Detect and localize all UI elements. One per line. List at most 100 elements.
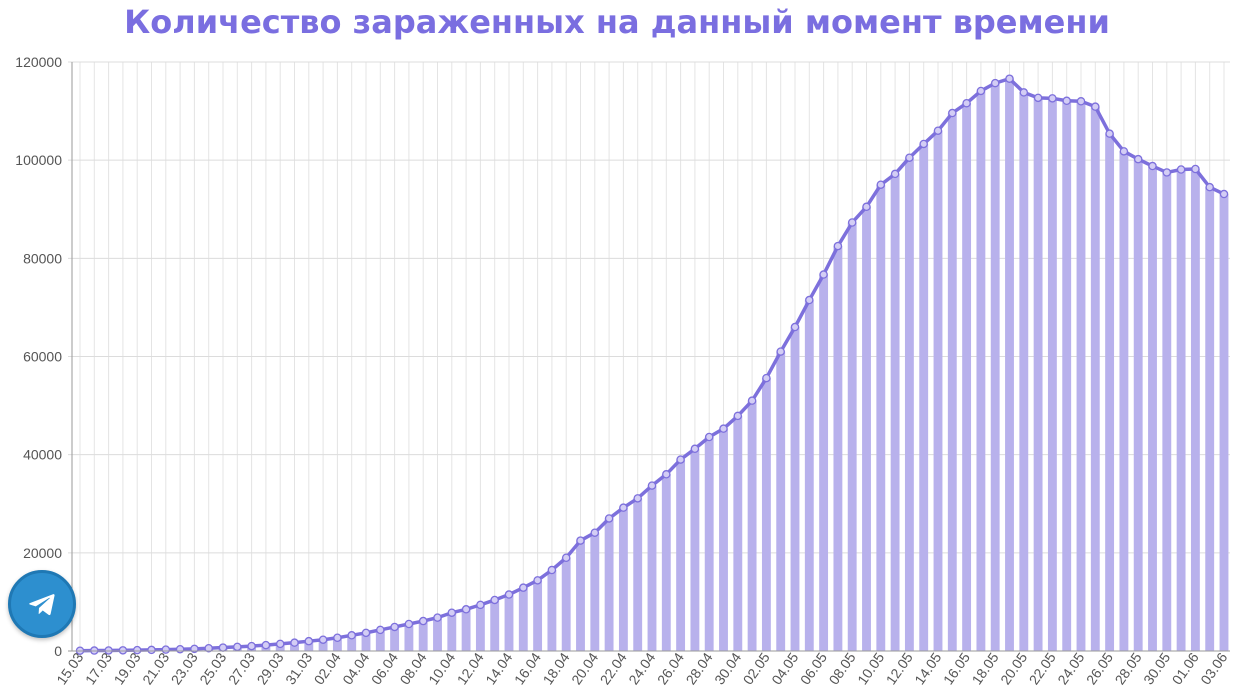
bar — [1005, 78, 1014, 651]
x-tick-label: 01.06 — [1169, 649, 1202, 687]
bar — [547, 570, 557, 651]
bar — [1033, 97, 1043, 652]
line-point — [862, 202, 871, 212]
line-point — [704, 432, 714, 442]
line-point — [118, 646, 128, 655]
line-point — [261, 640, 271, 650]
line-point — [976, 86, 986, 96]
x-tick-label: 18.04 — [539, 649, 572, 687]
bar — [447, 612, 457, 651]
line-point — [905, 153, 914, 162]
bar — [1219, 194, 1229, 651]
line-point — [1019, 88, 1029, 97]
line-point — [461, 605, 471, 614]
axes — [68, 62, 1230, 652]
line-point — [747, 396, 757, 405]
line-point — [1048, 94, 1057, 103]
line-point — [504, 590, 514, 599]
line-point — [819, 270, 828, 279]
bar — [990, 83, 1000, 651]
line-point — [690, 444, 700, 454]
x-tick-label: 16.05 — [940, 649, 973, 687]
y-axis-tick-labels: 0 20000 40000 60000 80000 100000 120000 — [15, 54, 62, 659]
telegram-paper-plane-icon — [29, 594, 55, 616]
bar — [1162, 172, 1172, 651]
bar — [604, 518, 614, 651]
bar — [618, 507, 628, 651]
line-point — [304, 636, 314, 646]
y-tick-label: 40000 — [23, 447, 62, 463]
line-point — [805, 295, 814, 305]
line-point — [1176, 165, 1186, 174]
bar — [904, 157, 914, 651]
x-tick-label: 06.04 — [368, 649, 401, 687]
bar — [819, 274, 829, 651]
bar — [1148, 166, 1157, 651]
bar — [661, 474, 671, 651]
bar — [947, 113, 957, 651]
line-point — [1191, 164, 1200, 174]
line-point — [275, 639, 285, 649]
line-point — [1033, 93, 1043, 103]
line-point — [762, 373, 771, 383]
line-point — [404, 619, 414, 629]
x-tick-label: 04.05 — [768, 649, 801, 687]
line-point — [662, 470, 671, 479]
line-point — [533, 576, 542, 585]
x-tick-label: 22.05 — [1026, 649, 1059, 687]
bar — [1190, 169, 1200, 652]
line-point — [604, 514, 614, 523]
bar — [976, 90, 986, 651]
bar-series — [75, 78, 1229, 652]
x-tick-label: 23.03 — [168, 649, 201, 687]
line-point — [733, 411, 743, 421]
line-point — [933, 126, 943, 135]
bar — [647, 485, 657, 651]
bar — [962, 103, 972, 652]
x-tick-label: 03.06 — [1197, 649, 1230, 687]
x-tick-label: 19.03 — [110, 649, 143, 687]
x-tick-label: 30.05 — [1140, 649, 1173, 687]
bar — [1062, 100, 1072, 652]
y-tick-label: 120000 — [15, 54, 62, 70]
x-tick-label: 14.05 — [911, 649, 944, 687]
bar — [761, 378, 771, 651]
line-point — [776, 347, 785, 356]
x-axis-tick-labels: 15.0317.0319.0321.0323.0325.0327.0329.03… — [53, 649, 1230, 687]
x-tick-label: 26.04 — [654, 649, 687, 687]
line-point — [1148, 161, 1157, 171]
line-point — [218, 643, 228, 652]
telegram-button[interactable] — [8, 570, 76, 638]
line-point — [847, 218, 857, 227]
line-point — [390, 622, 399, 632]
bar — [1090, 106, 1100, 651]
x-tick-label: 14.04 — [482, 649, 515, 687]
bar — [633, 498, 643, 651]
line-point — [290, 638, 299, 647]
y-tick-label: 20000 — [23, 545, 62, 561]
line-point — [1219, 189, 1229, 199]
bar — [475, 604, 485, 651]
line-point — [1091, 102, 1100, 111]
line-point — [647, 481, 657, 490]
line-point — [990, 78, 1000, 88]
x-tick-label: 10.05 — [854, 649, 887, 687]
x-tick-label: 16.04 — [511, 649, 544, 687]
y-tick-label: 80000 — [23, 250, 62, 266]
bar — [347, 635, 357, 651]
bar — [1019, 92, 1029, 652]
bar — [704, 436, 714, 651]
bar — [504, 594, 514, 651]
chart-title: Количество зараженных на данный момент в… — [124, 3, 1110, 41]
x-tick-label: 29.03 — [253, 649, 286, 687]
line-point — [318, 635, 328, 644]
bar — [433, 617, 442, 651]
x-tick-label: 08.05 — [825, 649, 858, 687]
x-tick-label: 28.04 — [682, 649, 715, 687]
x-tick-label: 04.04 — [339, 649, 372, 687]
bar — [518, 587, 528, 651]
line-point — [1105, 129, 1114, 138]
bar — [590, 532, 600, 651]
y-tick-label: 0 — [54, 643, 62, 659]
